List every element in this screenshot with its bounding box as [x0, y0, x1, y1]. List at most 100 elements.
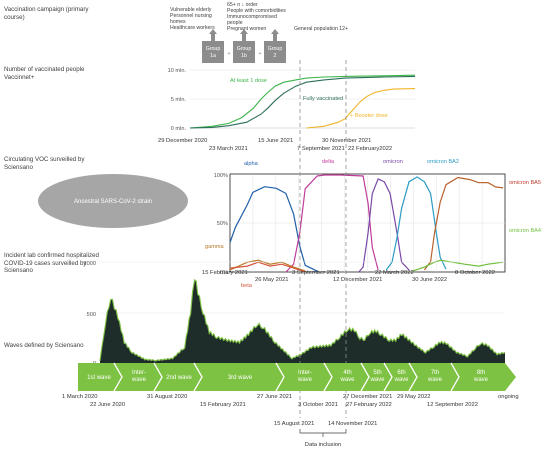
wave-date: 15 February 2021 — [200, 402, 246, 408]
y-tick-label: 500 — [87, 312, 96, 318]
y-tick-label: 0% — [220, 270, 228, 276]
voc-line-4 — [423, 176, 504, 271]
wave-name: Inter- — [298, 370, 312, 376]
date-label: 29 December 2020 — [158, 138, 207, 144]
voc-series — [229, 174, 504, 273]
group-2-text: Group — [268, 46, 283, 52]
y-tick-label: 1000 — [84, 261, 96, 267]
wave-divider — [383, 362, 393, 392]
section-label-waves: Waves defined by Sciensano — [4, 342, 84, 349]
group-1a-box — [202, 41, 224, 63]
wave-name: 4th — [343, 370, 351, 376]
wave-name: wave — [131, 377, 147, 383]
group-1b-line: 65+ n ↓ order — [227, 2, 258, 8]
group-1a-line: Personnel nursing — [170, 13, 212, 19]
waves-arrow — [78, 363, 516, 391]
wave-date: 1 March 2020 — [62, 394, 97, 400]
date-label: 15 June 2021 — [258, 138, 293, 144]
wave-name: 6th — [397, 370, 405, 376]
arrow-up-icon — [240, 29, 248, 34]
variant-label-omicron: omicron — [383, 159, 403, 165]
wave-divider — [323, 362, 333, 392]
series-label-first-dose: At least 1 dose — [230, 78, 267, 84]
voc-line-7 — [229, 261, 306, 273]
wave-date: 3 October 2021 — [298, 402, 338, 408]
inclusion-bracket — [299, 429, 347, 434]
voc-chart: Ancestral SARS-CoV-2 strain 100% 50% 0% … — [38, 159, 541, 289]
wave-divider — [193, 362, 203, 392]
group-1a-line: Vulnerable elderly — [170, 7, 212, 13]
hospitalisation-area — [100, 280, 505, 363]
voc-line-0 — [229, 186, 318, 272]
wave-name: wave — [393, 377, 409, 383]
y-tick-label: 5 mln. — [171, 97, 187, 103]
arrow-stem — [242, 34, 246, 41]
wave-divider — [153, 362, 163, 392]
wave-name: Inter- — [132, 370, 146, 376]
wave-divider — [450, 362, 460, 392]
date-label: 30 June 2022 — [412, 277, 447, 283]
date-label: 30 November 2021 — [322, 138, 371, 144]
wave-date: 22 June 2020 — [90, 402, 125, 408]
arrow-stem — [211, 34, 215, 41]
wave-name: 1st wave — [87, 375, 111, 381]
data-inclusion: 15 August 2021 14 November 2021 Data inc… — [274, 421, 377, 448]
wave-date: 31 August 2020 — [147, 394, 187, 400]
variant-label-beta: beta — [241, 283, 253, 289]
date-label: 23 March 2021 — [209, 146, 248, 152]
section-label-incident: Incident lab confirmed hospitalized COVI… — [4, 252, 99, 275]
arrow-up-icon — [271, 29, 279, 34]
vacc-line-0 — [189, 74, 416, 129]
variant-label-gamma: gamma — [205, 244, 225, 250]
group-1b-line: Pregnant women — [227, 26, 266, 32]
date-label: 7 September 2021 — [297, 146, 345, 152]
variant-label-ba4: omicron BA4 — [509, 228, 541, 234]
date-label: 12 December 2021 — [333, 277, 382, 283]
wave-name: 5th — [373, 370, 381, 376]
date-label: 15 February 2021 — [202, 270, 248, 276]
y-tick-label: 10 mln. — [168, 68, 187, 74]
voc-line-2 — [358, 178, 410, 273]
hospitalisation-line — [99, 278, 506, 362]
section-label-campaign: Vaccination campaign (primary course) — [4, 6, 89, 21]
campaign-groups: Vulnerable elderly Personnel nursing hom… — [170, 2, 348, 63]
wave-divider — [360, 362, 370, 392]
group-2-text: 2 — [274, 53, 277, 59]
y-tick-label: 0 mln. — [171, 126, 187, 132]
wave-name: 7th — [431, 370, 439, 376]
group-1b-text: 1b — [241, 53, 247, 59]
inclusion-label: Data inclusion — [305, 442, 341, 448]
wave-name: 8th — [477, 370, 485, 376]
waves-band: 1st wave Inter-wave 2nd wave 3rd wave Inter-… — [62, 362, 519, 408]
group-1b-line: people — [227, 20, 243, 26]
inclusion-start-date: 15 August 2021 — [274, 421, 314, 427]
voc-grid — [230, 174, 505, 272]
vaccination-series — [189, 74, 416, 129]
group-1a-text: 1a — [210, 53, 216, 59]
date-label: 8 October 2022 — [455, 270, 495, 276]
group-1b-line: Immunocompromised — [227, 14, 277, 20]
vacc-line-1 — [189, 75, 416, 129]
variant-label-ba2: omicron BA2 — [427, 159, 459, 165]
wave-date: 27 February 2022 — [346, 402, 392, 408]
wave-name: wave — [427, 377, 443, 383]
wave-dividers — [113, 362, 460, 392]
group-2-line: General population 12+ — [294, 26, 348, 32]
wave-divider — [408, 362, 418, 392]
wave-divider — [113, 362, 123, 392]
y-tick-label: 50% — [217, 221, 228, 227]
vaccination-chart: 10 mln. 5 mln. 0 mln. 29 December 2020 2… — [158, 68, 416, 152]
section-label-vaccinated: Number of vaccinated people Vaccinnet+ — [4, 66, 85, 81]
y-tick-label: 100% — [214, 173, 228, 179]
wave-date: 27 December 2021 — [343, 394, 392, 400]
wave-name: 2nd wave — [166, 375, 192, 381]
variant-label-delta: delta — [322, 159, 335, 165]
group-1a-line: Healthcare workers — [170, 25, 215, 31]
date-label: 22 February2022 — [348, 146, 392, 152]
arrow-stem — [273, 34, 277, 41]
wave-date: 12 September 2022 — [427, 402, 478, 408]
wave-name: wave — [339, 377, 355, 383]
wave-date: ongoing — [498, 394, 519, 400]
wave-names: 1st wave Inter-wave 2nd wave 3rd wave Inter-… — [87, 370, 489, 383]
